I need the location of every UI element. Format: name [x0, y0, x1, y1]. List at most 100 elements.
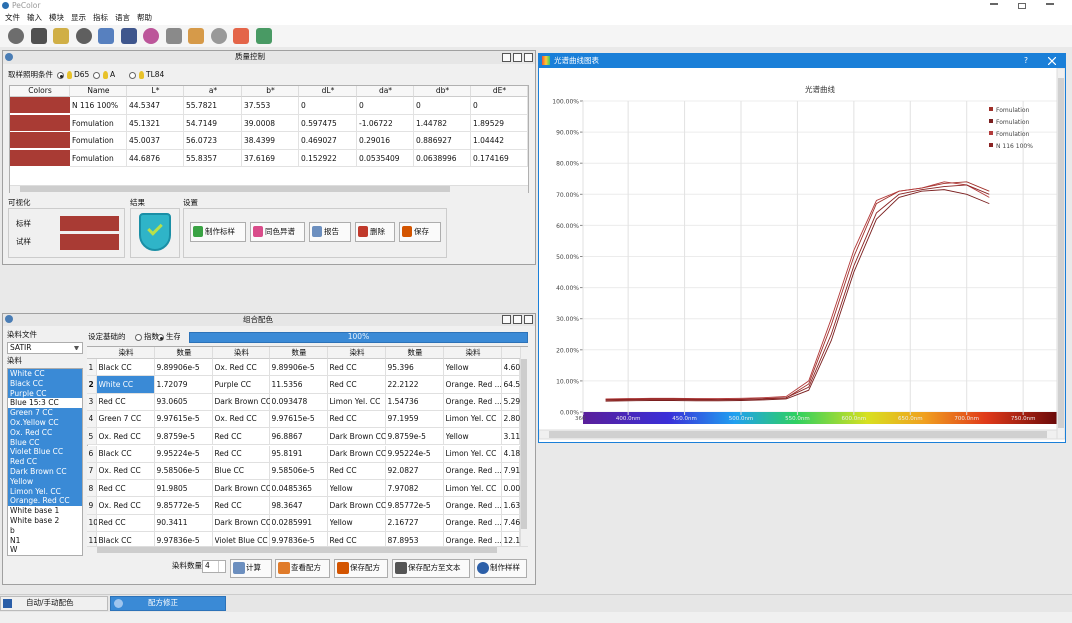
cell-text[interactable]: 9.95224e-5 [156, 449, 200, 458]
cell-text[interactable]: Ox. Red CC [214, 414, 257, 424]
toolbar-icon[interactable] [75, 28, 92, 44]
button-label[interactable]: 计算 [246, 563, 261, 572]
cell-text[interactable]: 3.11 [503, 431, 520, 441]
cell-text[interactable]: 97.1959 [387, 414, 419, 424]
menu-item[interactable]: 输入 [27, 13, 42, 22]
button-label[interactable]: 保存配方至文本 [408, 563, 461, 572]
cell-text[interactable]: Black CC [98, 535, 132, 545]
button-label[interactable]: 同色异谱 [265, 227, 295, 236]
cell-text[interactable]: 9.85772e-5 [387, 500, 431, 510]
cell-text[interactable]: Orange. Red ... [445, 397, 502, 407]
close-button[interactable] [1047, 56, 1057, 66]
dye-item[interactable]: N1 [10, 535, 21, 545]
cell-text[interactable]: 9.97615e-5 [271, 414, 315, 424]
toolbar-icon[interactable] [143, 28, 159, 44]
button-label[interactable]: 保存配方 [350, 563, 380, 572]
row-number[interactable]: 8 [88, 483, 94, 493]
cell-text[interactable]: 9.97615e-5 [156, 414, 200, 424]
dye-item[interactable]: Ox. Red CC [10, 427, 53, 437]
window-button[interactable] [502, 53, 511, 62]
cell-text[interactable]: Red CC [329, 414, 357, 424]
cell-text[interactable]: Red CC [214, 449, 242, 458]
cell-text[interactable]: 5.29 [503, 397, 520, 407]
cell-text[interactable]: Red CC [329, 466, 357, 476]
cell-text[interactable]: 7.46 [503, 518, 520, 528]
cell-text[interactable]: 95.8191 [271, 449, 303, 458]
toolbar-icon[interactable] [30, 28, 47, 44]
cell-text[interactable]: 93.0605 [156, 397, 188, 407]
cell-text[interactable]: Red CC [329, 379, 357, 389]
cell-text[interactable]: 64.5 [503, 379, 520, 389]
cell-text[interactable]: 9.8759e-5 [156, 431, 195, 441]
cell-text[interactable]: 11.5356 [271, 379, 303, 389]
menu-item[interactable]: 模块 [49, 13, 64, 22]
radio-button[interactable] [135, 334, 142, 341]
cell-text[interactable]: 9.8759e-5 [387, 431, 426, 441]
cell-text[interactable]: Ox. Red CC [214, 362, 257, 372]
radio-button[interactable] [157, 334, 164, 341]
dye-item[interactable]: Blue CC [10, 437, 40, 447]
dye-item[interactable]: Limon Yel. CC [10, 486, 61, 496]
cell-text[interactable]: 9.58506e-5 [156, 466, 200, 476]
row-number[interactable]: 3 [88, 397, 94, 407]
cell-text[interactable]: 91.9805 [156, 483, 188, 493]
spinner-value[interactable]: 4 [205, 561, 210, 570]
cell-text[interactable]: Dark Brown CC [329, 431, 386, 441]
row-number[interactable]: 7 [88, 466, 94, 476]
task-item[interactable] [110, 596, 226, 611]
dye-item[interactable]: White CC [10, 369, 45, 378]
cell-text[interactable]: Limon Yel. CC [445, 414, 497, 424]
toolbar-icon[interactable] [165, 28, 182, 44]
cell-text[interactable]: 9.97836e-5 [271, 535, 315, 545]
row-number[interactable]: 5 [88, 431, 94, 441]
window-button[interactable] [524, 315, 533, 324]
cell-text[interactable]: White CC [98, 379, 134, 389]
cell-text[interactable]: Ox. Red CC [98, 500, 141, 510]
toolbar-icon[interactable] [255, 28, 272, 44]
cell-text[interactable]: 9.89906e-5 [271, 362, 315, 372]
cell-text[interactable]: 9.97836e-5 [156, 535, 200, 545]
cell-text[interactable]: Red CC [98, 518, 126, 528]
cell-text[interactable]: 87.8953 [387, 535, 419, 545]
cell-text[interactable]: 9.89906e-5 [156, 362, 200, 372]
dye-item[interactable]: b [10, 525, 15, 535]
cell-text[interactable]: 9.95224e-5 [387, 449, 431, 458]
cell-text[interactable]: 1.63 [503, 500, 520, 510]
cell-text[interactable]: Blue CC [214, 466, 244, 476]
menu-item[interactable]: 帮助 [137, 13, 152, 22]
cell-text[interactable]: 4.60 [503, 362, 520, 372]
cell-text[interactable]: 0.00 [503, 483, 520, 493]
dye-item[interactable]: White base 2 [10, 516, 60, 525]
task-label[interactable]: 自动/手动配色 [26, 598, 74, 607]
button[interactable] [250, 222, 305, 242]
dye-item[interactable]: Orange. Red CC [10, 496, 70, 506]
window-button[interactable] [524, 53, 533, 62]
cell-text[interactable]: Yellow [445, 362, 469, 372]
cell-text[interactable]: Red CC [329, 535, 357, 545]
toolbar-icon[interactable] [8, 28, 24, 44]
button-label[interactable]: 删除 [370, 227, 385, 236]
row-number[interactable]: 6 [88, 449, 94, 458]
button[interactable] [392, 559, 470, 578]
cell-text[interactable]: 0.0285991 [271, 518, 313, 528]
cell-text[interactable]: Black CC [98, 449, 132, 458]
cell-text[interactable]: Green 7 CC [98, 414, 142, 424]
window-control[interactable] [1018, 3, 1026, 9]
dye-item[interactable]: Ox.Yellow CC [10, 418, 59, 427]
spinner[interactable] [202, 560, 226, 573]
dye-item[interactable]: Yellow [10, 476, 34, 486]
cell-text[interactable]: Ox. Red CC [98, 466, 141, 476]
cell-text[interactable]: 1.72079 [156, 379, 188, 389]
row-number[interactable]: 11 [88, 535, 97, 545]
cell-text[interactable]: 95.396 [387, 362, 414, 372]
row-number[interactable]: 10 [88, 518, 97, 528]
menu-item[interactable]: 语言 [115, 13, 130, 22]
cell-text[interactable]: Dark Brown CC [214, 518, 270, 528]
illuminant-option[interactable]: TL84 [146, 70, 165, 79]
dye-item[interactable]: Green 7 CC [10, 408, 53, 418]
dye-item[interactable]: Black CC [10, 378, 44, 388]
cell-text[interactable]: 12.1 [503, 535, 520, 545]
window-button[interactable] [502, 315, 511, 324]
cell-text[interactable]: Limon Yel. CC [445, 449, 497, 458]
cell-text[interactable]: Yellow [329, 483, 353, 493]
